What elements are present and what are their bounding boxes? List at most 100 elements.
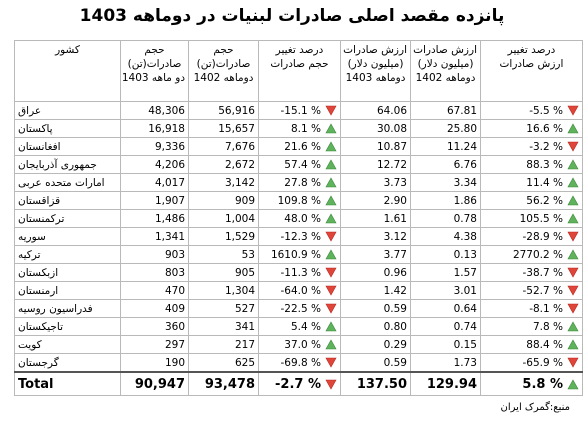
- percent-wrap: -69.8 %: [262, 357, 337, 369]
- number-cell: 1.57: [410, 263, 481, 282]
- number-cell: 3.73: [340, 173, 411, 192]
- number-cell: 341: [188, 317, 259, 336]
- percent-cell: 88.3 %: [480, 155, 583, 174]
- percent-text: -69.8 %: [280, 356, 321, 369]
- table-row: فدراسیون روسیه 409 527 -22.5 % 0.59 0.64 -8.1 …: [14, 299, 583, 318]
- number-cell: 7,676: [188, 137, 259, 156]
- table: کشور حجم صادرات(تن) دو ماهه 1403 حجم صادرات(ت…: [14, 40, 583, 396]
- number-cell: 1,304: [188, 281, 259, 300]
- column-header: حجم صادرات(تن) دوماهه 1402: [188, 40, 259, 102]
- percent-text: 88.3 %: [526, 158, 563, 171]
- percent-text: 109.8 %: [277, 194, 321, 207]
- percent-cell: -69.8 %: [258, 353, 341, 373]
- percent-wrap: -22.5 %: [262, 303, 337, 315]
- column-header: ارزش صادرات (میلیون دلار) دوماهه 1402: [410, 40, 481, 102]
- number-cell: 137.50: [340, 371, 411, 396]
- number-cell: 4,206: [120, 155, 189, 174]
- down-arrow: [325, 231, 337, 242]
- percent-cell: 27.8 %: [258, 173, 341, 192]
- percent-wrap: -38.7 %: [484, 267, 579, 279]
- percent-wrap: 8.1 %: [262, 123, 337, 135]
- header-line: حجم: [144, 44, 165, 56]
- percent-wrap: 37.0 %: [262, 339, 337, 351]
- up-arrow: [325, 159, 337, 170]
- percent-wrap: 7.8 %: [484, 321, 579, 333]
- up-arrow: [567, 177, 579, 188]
- percent-text: -64.0 %: [280, 284, 321, 297]
- number-cell: 0.96: [340, 263, 411, 282]
- percent-wrap: -2.7 %: [262, 377, 337, 392]
- up-arrow: [567, 321, 579, 332]
- percent-cell: -22.5 %: [258, 299, 341, 318]
- number-cell: 1,486: [120, 209, 189, 228]
- up-arrow: [567, 378, 579, 389]
- number-cell: 3.01: [410, 281, 481, 300]
- down-arrow: [567, 141, 579, 152]
- table-row: کویت 297 217 37.0 % 0.29 0.15 88.4 %: [14, 335, 583, 354]
- number-cell: 217: [188, 335, 259, 354]
- percent-wrap: 1610.9 %: [262, 249, 337, 261]
- number-cell: 0.78: [410, 209, 481, 228]
- number-cell: 1,341: [120, 227, 189, 246]
- percent-text: 16.6 %: [526, 122, 563, 135]
- percent-cell: -64.0 %: [258, 281, 341, 300]
- country-cell: ترکمنستان: [14, 209, 121, 228]
- country-cell: افغانستان: [14, 137, 121, 156]
- percent-text: -8.1 %: [529, 302, 563, 315]
- percent-wrap: 11.4 %: [484, 177, 579, 189]
- header-line: درصد تغییر: [275, 44, 324, 56]
- percent-wrap: 48.0 %: [262, 213, 337, 225]
- number-cell: 1.86: [410, 191, 481, 210]
- percent-cell: 109.8 %: [258, 191, 341, 210]
- number-cell: 30.08: [340, 119, 411, 138]
- percent-wrap: 88.4 %: [484, 339, 579, 351]
- source: منبع:گمرک ایران: [500, 402, 570, 413]
- percent-wrap: 105.5 %: [484, 213, 579, 225]
- table-row: سوریه 1,341 1,529 -12.3 % 3.12 4.38 -28.9 %: [14, 227, 583, 246]
- header-row: کشور حجم صادرات(تن) دو ماهه 1403 حجم صادرات(ت…: [14, 40, 583, 102]
- up-arrow: [567, 159, 579, 170]
- percent-cell: -12.3 %: [258, 227, 341, 246]
- number-cell: 2.90: [340, 191, 411, 210]
- percent-cell: -8.1 %: [480, 299, 583, 318]
- down-arrow: [325, 267, 337, 278]
- down-arrow: [325, 285, 337, 296]
- percent-cell: 16.6 %: [480, 119, 583, 138]
- percent-text: -28.9 %: [522, 230, 563, 243]
- percent-wrap: 21.6 %: [262, 141, 337, 153]
- percent-cell: 1610.9 %: [258, 245, 341, 264]
- number-cell: 190: [120, 353, 189, 373]
- percent-cell: 57.4 %: [258, 155, 341, 174]
- number-cell: 4,017: [120, 173, 189, 192]
- percent-wrap: -52.7 %: [484, 285, 579, 297]
- down-arrow: [567, 267, 579, 278]
- table-row: ارمنستان 470 1,304 -64.0 % 1.42 3.01 -52.7 %: [14, 281, 583, 300]
- number-cell: 3.77: [340, 245, 411, 264]
- table-row: امارات متحده عربی 4,017 3,142 27.8 % 3.73 3.3…: [14, 173, 583, 192]
- percent-cell: -28.9 %: [480, 227, 583, 246]
- percent-cell: -3.2 %: [480, 137, 583, 156]
- number-cell: 10.87: [340, 137, 411, 156]
- number-cell: 53: [188, 245, 259, 264]
- number-cell: 67.81: [410, 101, 481, 120]
- percent-wrap: 57.4 %: [262, 159, 337, 171]
- header-line: (میلیون دلار): [347, 58, 404, 70]
- up-arrow: [567, 123, 579, 134]
- number-cell: 56,916: [188, 101, 259, 120]
- percent-cell: 21.6 %: [258, 137, 341, 156]
- title: پانزده مقصد اصلی صادرات لبنیات در دوماهه…: [79, 6, 505, 26]
- number-cell: 93,478: [188, 371, 259, 396]
- number-cell: 803: [120, 263, 189, 282]
- number-cell: 0.59: [340, 299, 411, 318]
- down-arrow: [325, 357, 337, 368]
- number-cell: 527: [188, 299, 259, 318]
- percent-wrap: -5.5 %: [484, 105, 579, 117]
- header-line: (میلیون دلار): [417, 58, 474, 70]
- number-cell: 64.06: [340, 101, 411, 120]
- country-cell: ترکیه: [14, 245, 121, 264]
- header-line: حجم: [213, 44, 234, 56]
- table-row: ترکیه 903 53 1610.9 % 3.77 0.13 2770.2 %: [14, 245, 583, 264]
- percent-text: 57.4 %: [284, 158, 321, 171]
- percent-cell: 5.8 %: [480, 371, 583, 396]
- down-arrow: [567, 231, 579, 242]
